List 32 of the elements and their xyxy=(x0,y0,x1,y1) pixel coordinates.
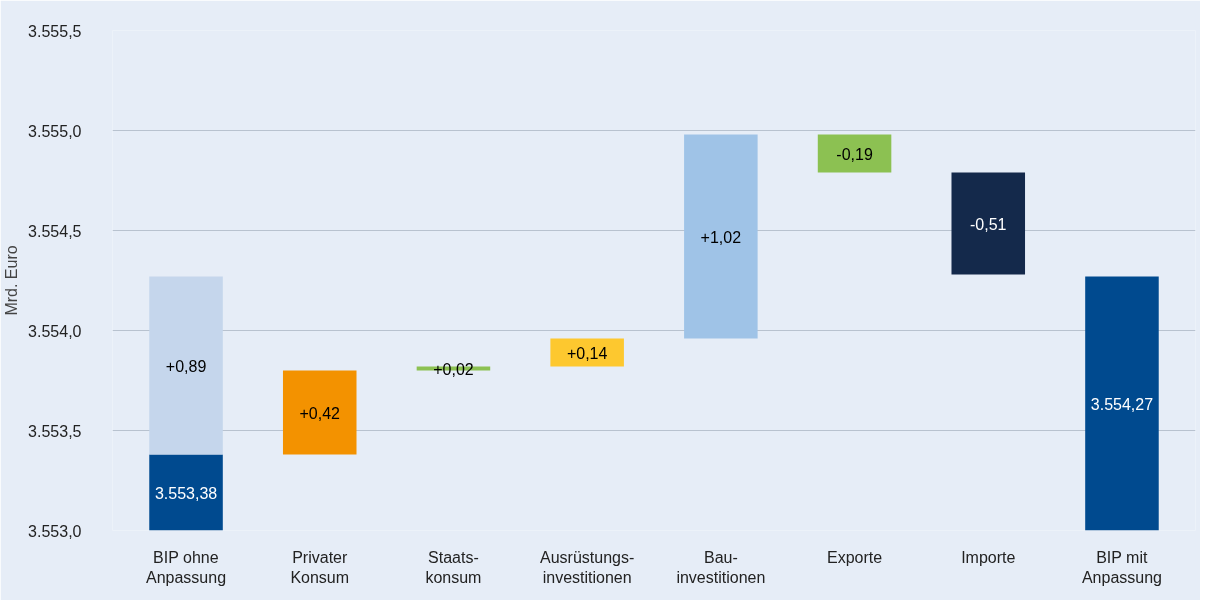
x-tick-label: Exporte xyxy=(826,548,883,566)
x-tick-label: Bau- investitionen xyxy=(676,548,766,586)
data-label: +0,89 xyxy=(165,357,207,375)
bar xyxy=(149,454,223,531)
bar xyxy=(1085,276,1159,531)
data-label: -0,51 xyxy=(970,215,1007,233)
bar xyxy=(684,134,758,339)
bar xyxy=(282,370,357,455)
data-label: +0,02 xyxy=(433,360,474,378)
y-tick-label: 3.554,0 xyxy=(28,322,82,340)
y-tick-label: 3.555,5 xyxy=(28,22,82,40)
data-label: 3.554,27 xyxy=(1090,395,1154,413)
bar xyxy=(149,276,223,455)
x-tick-label: BIP ohne Anpassung xyxy=(146,548,227,586)
data-label: +0,42 xyxy=(299,404,341,422)
x-tick-label: Ausrüstungs- investitionen xyxy=(540,548,635,586)
x-tick-label: Importe xyxy=(961,548,1016,566)
x-tick-label: Privater Konsum xyxy=(290,548,350,586)
bar xyxy=(817,134,892,173)
data-label: +0,14 xyxy=(566,344,608,362)
data-label: -0,19 xyxy=(836,145,873,163)
bar xyxy=(951,172,1026,275)
bar xyxy=(550,338,624,367)
data-label: +1,02 xyxy=(700,228,742,246)
x-tick-label: Staats- konsum xyxy=(425,548,482,586)
x-tick-label: BIP mit Anpassung xyxy=(1081,548,1162,586)
data-label: 3.553,38 xyxy=(154,484,218,502)
y-tick-label: 3.554,5 xyxy=(28,222,82,240)
y-tick-label: 3.553,5 xyxy=(28,422,82,440)
y-axis-title: Mrd. Euro xyxy=(3,245,21,316)
y-tick-label: 3.553,0 xyxy=(28,522,82,540)
y-tick-label: 3.555,0 xyxy=(28,122,82,140)
